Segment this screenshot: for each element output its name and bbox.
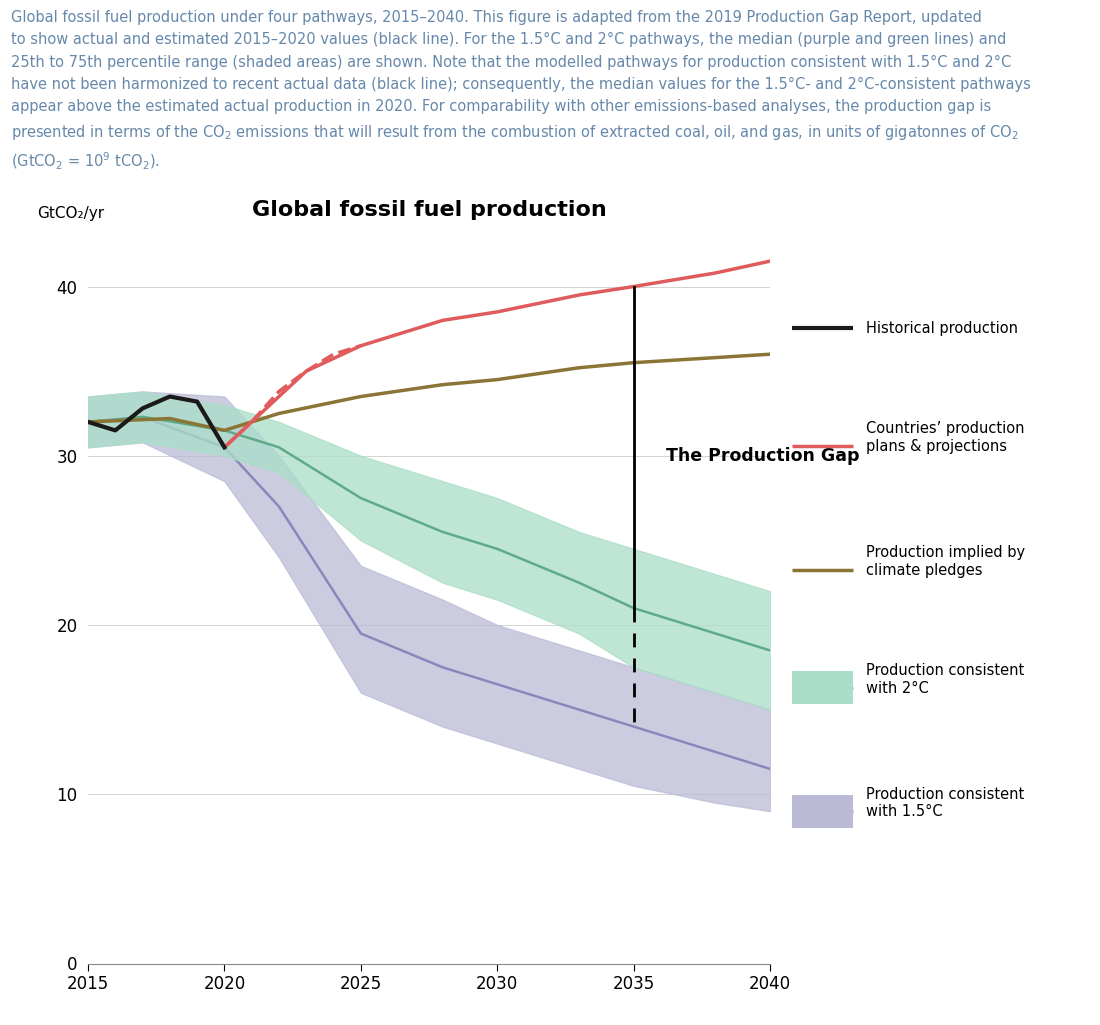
Text: Production consistent
with 2°C: Production consistent with 2°C [866,663,1024,696]
Text: GtCO₂/yr: GtCO₂/yr [37,206,104,221]
Text: The Production Gap: The Production Gap [667,447,860,464]
Text: Global fossil fuel production under four pathways, 2015–2040. This figure is ada: Global fossil fuel production under four… [11,10,1031,172]
Text: Production consistent
with 1.5°C: Production consistent with 1.5°C [866,787,1024,819]
Title: Global fossil fuel production: Global fossil fuel production [252,200,606,220]
Text: Countries’ production
plans & projections: Countries’ production plans & projection… [866,421,1024,454]
Text: Historical production: Historical production [866,321,1018,335]
Text: Production implied by
climate pledges: Production implied by climate pledges [866,545,1025,578]
